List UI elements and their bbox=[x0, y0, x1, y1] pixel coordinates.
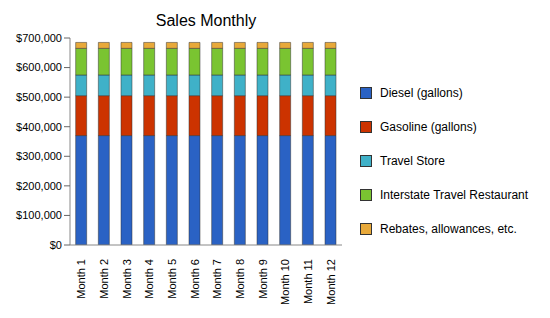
svg-text:Month 8: Month 8 bbox=[234, 259, 246, 299]
svg-text:$0: $0 bbox=[50, 239, 62, 251]
svg-text:$200,000: $200,000 bbox=[16, 180, 62, 192]
svg-text:$700,000: $700,000 bbox=[16, 32, 62, 44]
svg-text:Month 7: Month 7 bbox=[211, 259, 223, 299]
svg-text:Month 6: Month 6 bbox=[189, 259, 201, 299]
html-text:Diesel (gallons): Diesel (gallons) bbox=[380, 86, 463, 100]
html-text:Travel Store: Travel Store bbox=[380, 154, 445, 168]
svg-text:Month 2: Month 2 bbox=[98, 259, 110, 299]
svg-text:Month 9: Month 9 bbox=[257, 259, 269, 299]
svg-text:Month 4: Month 4 bbox=[143, 259, 155, 299]
svg-text:Month 12: Month 12 bbox=[325, 259, 337, 305]
html-text:Interstate Travel Restaurant: Interstate Travel Restaurant bbox=[380, 188, 529, 202]
svg-text:Month 5: Month 5 bbox=[166, 259, 178, 299]
svg-text:$500,000: $500,000 bbox=[16, 91, 62, 103]
svg-text:$300,000: $300,000 bbox=[16, 150, 62, 162]
html-text:Rebates, allowances, etc.: Rebates, allowances, etc. bbox=[380, 222, 517, 236]
svg-text:Month 3: Month 3 bbox=[121, 259, 133, 299]
svg-text:$400,000: $400,000 bbox=[16, 121, 62, 133]
svg-text:$600,000: $600,000 bbox=[16, 61, 62, 73]
svg-text:Month 10: Month 10 bbox=[279, 259, 291, 305]
html-text:Gasoline (gallons): Gasoline (gallons) bbox=[380, 120, 477, 134]
svg-text:Month 1: Month 1 bbox=[75, 259, 87, 299]
svg-text:Month 11: Month 11 bbox=[302, 259, 314, 304]
svg-text:$100,000: $100,000 bbox=[16, 209, 62, 221]
html-text:Sales Monthly: Sales Monthly bbox=[155, 12, 257, 29]
